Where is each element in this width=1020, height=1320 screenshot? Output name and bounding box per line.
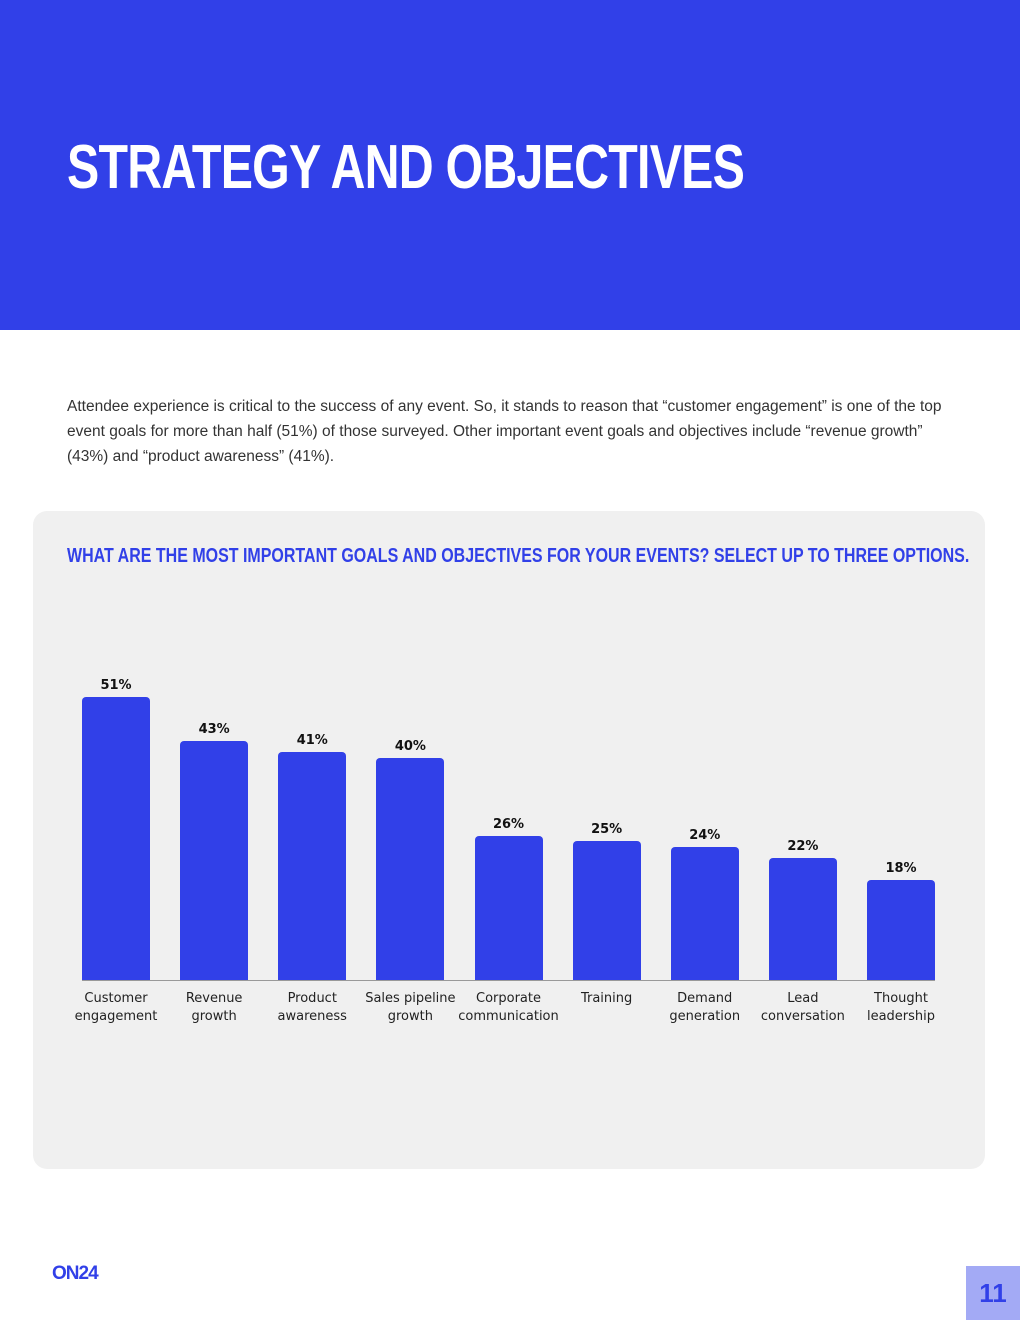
category-label: Product awareness	[277, 991, 347, 1024]
category-label: Thought leadership	[866, 991, 936, 1024]
category-label: Training	[580, 991, 633, 1006]
value-label: 43%	[198, 722, 230, 738]
value-label: 40%	[394, 739, 426, 755]
value-label: 18%	[885, 861, 917, 877]
logo: ON24	[52, 1263, 99, 1284]
category-label: Demand generation	[669, 991, 741, 1024]
bar	[82, 697, 150, 980]
category-label: Corporate communication	[458, 991, 559, 1024]
value-label: 25%	[591, 822, 623, 838]
value-label: 41%	[296, 733, 328, 749]
value-label: 24%	[689, 827, 721, 843]
value-label: 22%	[787, 838, 819, 854]
bar	[474, 835, 543, 980]
chart-title: WHAT ARE THE MOST IMPORTANT GOALS AND OB…	[67, 545, 970, 567]
bar	[572, 841, 641, 980]
bar	[867, 880, 935, 980]
page-title: STRATEGY AND OBJECTIVES	[67, 133, 745, 202]
value-label: 26%	[492, 816, 525, 832]
bar	[768, 857, 837, 980]
bar	[180, 741, 249, 980]
bar	[278, 752, 347, 980]
category-label: Revenue growth	[185, 991, 243, 1024]
bar	[376, 758, 445, 980]
bar	[670, 846, 739, 980]
page-number: 11	[966, 1266, 1020, 1320]
value-label: 51%	[100, 678, 132, 693]
category-label: Sales pipeline growth	[365, 991, 456, 1024]
category-label: Customer engagement	[74, 991, 158, 1024]
header-band	[0, 0, 1020, 330]
intro-paragraph: Attendee experience is critical to the s…	[67, 398, 942, 465]
category-label: Lead conversation	[760, 991, 845, 1024]
baseline	[82, 980, 935, 981]
